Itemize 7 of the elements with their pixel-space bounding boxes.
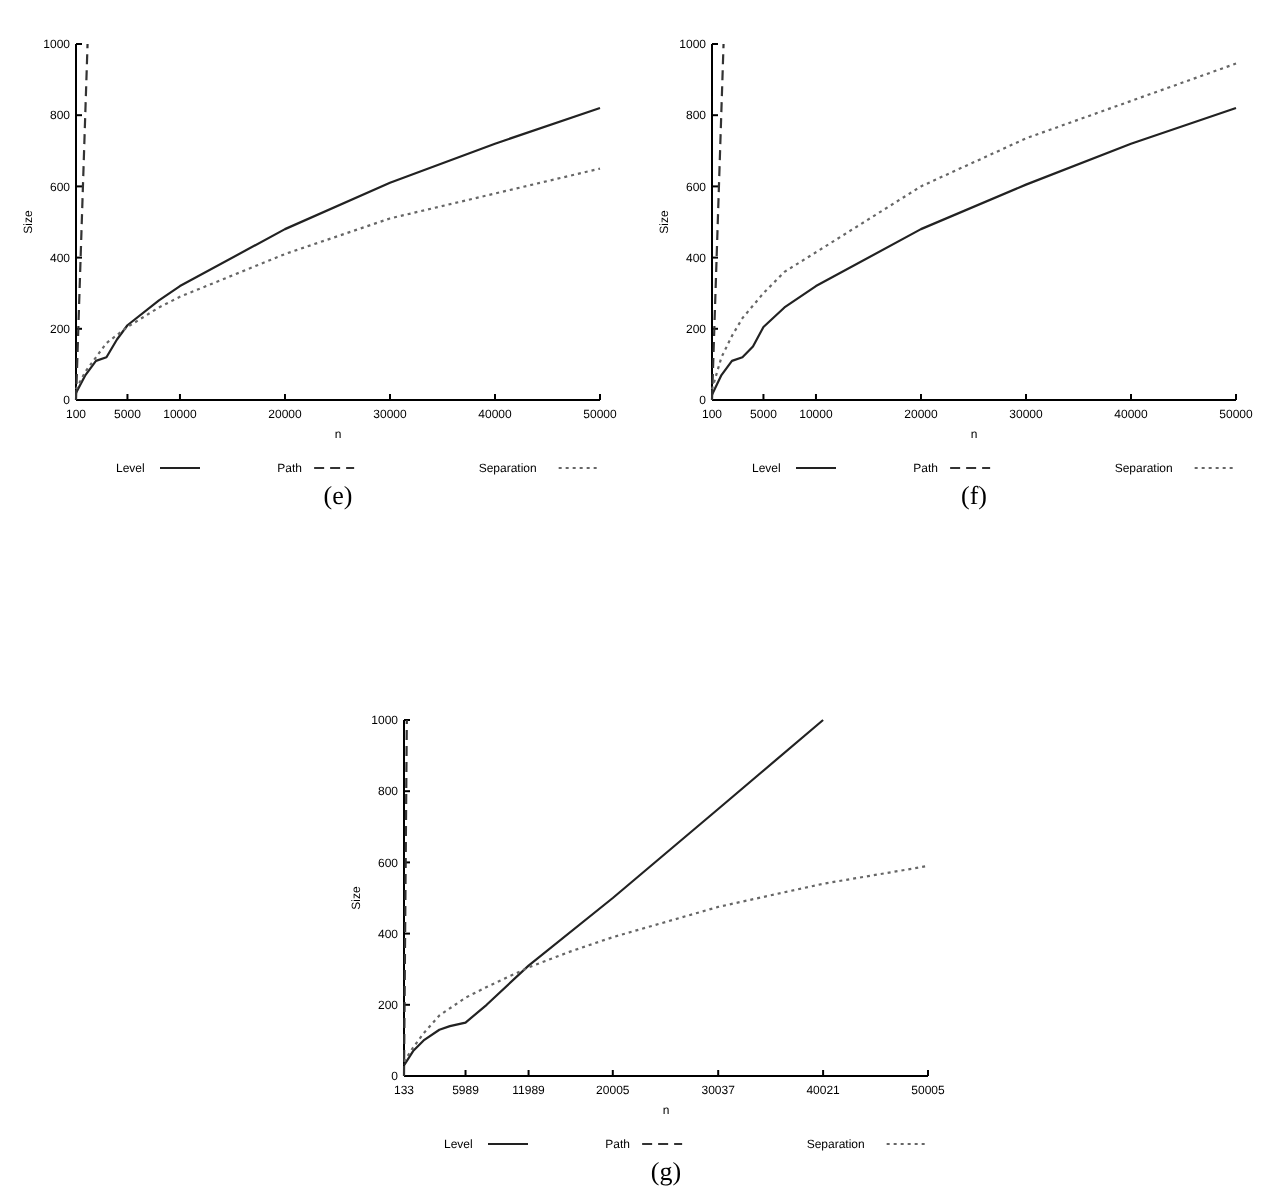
line-series: [74, 167, 602, 391]
text: (f): [961, 480, 987, 510]
line-series: [74, 106, 602, 394]
line-series: [402, 864, 930, 1063]
text: (g): [650, 1156, 682, 1186]
text: (e): [323, 480, 353, 510]
line-series: [402, 718, 825, 1067]
